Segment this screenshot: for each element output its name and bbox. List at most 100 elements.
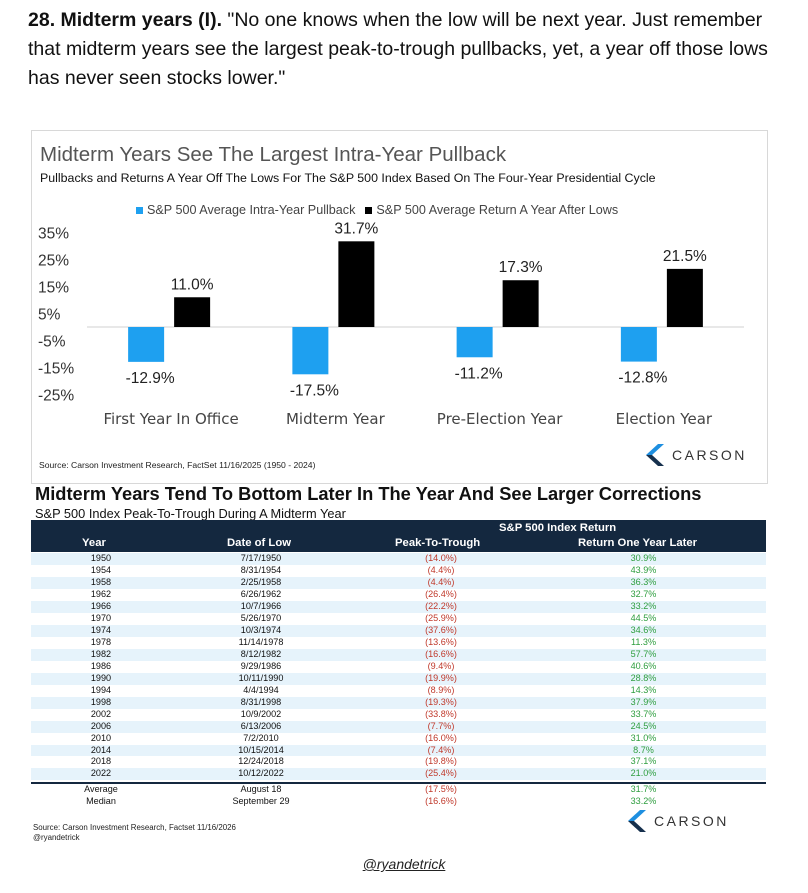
x-category-label: Election Year <box>616 410 713 428</box>
bar-pullback <box>620 327 657 362</box>
cell-year: 1982 <box>90 648 112 659</box>
cell-date-of-low: 7/2/2010 <box>243 732 279 743</box>
data-label-pullback: -12.9% <box>126 370 175 387</box>
table-row: 2022 10/12/2022 (25.4%) 21.0% <box>31 768 766 781</box>
cell-year: 1998 <box>90 696 112 707</box>
cell-peak-to-trough: (16.6%) <box>425 648 457 659</box>
cell-year: 1966 <box>90 600 112 611</box>
table-summary-divider <box>31 782 766 784</box>
cell-peak-to-trough: (9.4%) <box>427 660 455 671</box>
post-text-bold: 28. Midterm years (I). <box>28 9 222 31</box>
cell-peak-to-trough: (25.9%) <box>425 612 457 623</box>
cell-return-one-year-later: 36.3% <box>630 576 657 587</box>
table-row: 1954 8/31/1954 (4.4%) 43.9% <box>31 565 766 577</box>
table-row: 1990 10/11/1990 (19.9%) 28.8% <box>31 672 766 685</box>
cell-year: 2014 <box>90 744 112 755</box>
y-tick-label: -25% <box>38 388 74 405</box>
y-tick-label: -5% <box>38 334 66 351</box>
cell-date-of-low: 10/7/1966 <box>240 600 282 611</box>
cell-return-one-year-later: 37.9% <box>630 696 657 707</box>
cell-peak-to-trough: (19.9%) <box>425 672 457 683</box>
cell-date-of-low: 6/13/2006 <box>240 720 282 731</box>
data-label-pullback: -11.2% <box>455 365 503 382</box>
table-row: 2006 6/13/2006 (7.7%) 24.5% <box>31 720 766 733</box>
cell-date-of-low: 10/3/1974 <box>240 624 282 635</box>
cell-return-one-year-later: 14.3% <box>630 684 657 695</box>
cell-return-one-year-later: 44.5% <box>630 612 657 623</box>
cell-year: 1958 <box>90 576 112 587</box>
post-text-body: "No one knows when the low will be next … <box>28 9 768 89</box>
table-row: 2002 10/9/2002 (33.8%) 33.7% <box>31 709 766 721</box>
cell-return-one-year-later: 11.3% <box>630 636 657 647</box>
table-row: 1962 6/26/1962 (26.4%) 32.7% <box>31 589 766 601</box>
cell-return-one-year-later: 31.0% <box>630 732 657 743</box>
cell-date-of-low: 8/31/1954 <box>240 564 282 575</box>
column-header-year: Year <box>82 537 106 549</box>
cell-year: 2022 <box>90 768 112 779</box>
cell-year: 1962 <box>90 588 112 599</box>
cell-peak-to-trough: (14.0%) <box>425 553 457 563</box>
cell-peak-to-trough: (13.6%) <box>425 636 457 647</box>
table-row: 1982 8/12/1982 (16.6%) 57.7% <box>31 648 766 661</box>
cell-return-one-year-later: 57.7% <box>630 648 657 659</box>
cell-peak-to-trough: (4.4%) <box>427 576 455 587</box>
summary-row: Average August 18 (17.5%) 31.7% <box>31 784 766 796</box>
column-header-date: Date of Low <box>227 537 292 549</box>
cell-peak-to-trough: (37.6%) <box>425 624 457 635</box>
cell-return-one-year-later: 31.7% <box>630 784 657 794</box>
table-source-handle: @ryandetrick <box>33 833 80 842</box>
cell-date-of-low: August 18 <box>240 784 282 794</box>
table-source-line: Source: Carson Investment Research, Fact… <box>33 823 236 832</box>
cell-date-of-low: 6/26/1962 <box>240 588 282 599</box>
cell-peak-to-trough: (16.0%) <box>425 732 457 743</box>
data-label-return: 21.5% <box>663 248 707 265</box>
carson-logo-text: CARSON <box>672 447 747 463</box>
cell-return-one-year-later: 21.0% <box>630 768 657 779</box>
table-row: 1950 7/17/1950 (14.0%) 30.9% <box>31 553 766 565</box>
bar-pullback <box>292 327 329 375</box>
table-row: 2010 7/2/2010 (16.0%) 31.0% <box>31 733 766 745</box>
chart-subtitle: Pullbacks and Returns A Year Off The Low… <box>40 171 656 185</box>
x-category-label: First Year In Office <box>103 410 238 428</box>
table-title: Midterm Years Tend To Bottom Later In Th… <box>35 483 702 504</box>
cell-date-of-low: 10/11/1990 <box>238 672 284 683</box>
cell-year: Median <box>86 795 116 806</box>
bar-pullback <box>128 327 165 362</box>
bar-pullback <box>456 327 493 358</box>
x-category-label: Pre-Election Year <box>437 410 563 428</box>
cell-return-one-year-later: 28.8% <box>630 672 657 683</box>
table-row: 1974 10/3/1974 (37.6%) 34.6% <box>31 624 766 637</box>
cell-year: Average <box>84 784 118 794</box>
carson-logo: CARSON <box>646 444 747 466</box>
cell-return-one-year-later: 30.9% <box>630 553 657 563</box>
column-header-return: Return One Year Later <box>578 537 698 549</box>
table-row: 1970 5/26/1970 (25.9%) 44.5% <box>31 613 766 625</box>
cell-year: 1974 <box>90 624 112 635</box>
bar-chart: 35% 25% 15% 5% -5% -15% -25% -12.9% 11.0% First Y… <box>38 220 744 428</box>
cell-year: 1994 <box>90 684 112 695</box>
cell-year: 2010 <box>90 732 112 743</box>
cell-year: 1990 <box>90 672 112 683</box>
table-body: 1950 7/17/1950 (14.0%) 30.9% 1954 8/31/1954 (4… <box>31 553 766 781</box>
cell-return-one-year-later: 8.7% <box>633 744 654 755</box>
chart-title: Midterm Years See The Largest Intra-Year… <box>40 143 507 166</box>
cell-date-of-low: 7/17/1950 <box>240 553 282 563</box>
data-label-return: 17.3% <box>499 259 543 276</box>
cell-peak-to-trough: (17.5%) <box>425 784 457 794</box>
carson-logo-bottom: CARSON <box>628 810 729 832</box>
table-row: 1966 10/7/1966 (22.2%) 33.2% <box>31 600 766 613</box>
cell-return-one-year-later: 34.6% <box>630 624 657 635</box>
cell-peak-to-trough: (25.4%) <box>425 768 457 779</box>
author-handle-link[interactable]: @ryandetrick <box>362 856 446 872</box>
cell-return-one-year-later: 33.2% <box>630 600 657 611</box>
cell-return-one-year-later: 24.5% <box>630 720 657 731</box>
bar-return <box>174 297 211 327</box>
cell-peak-to-trough: (26.4%) <box>425 588 457 599</box>
post-text: 28. Midterm years (I). "No one knows whe… <box>28 6 788 93</box>
cell-peak-to-trough: (4.4%) <box>427 564 455 575</box>
cell-date-of-low: 8/12/1982 <box>240 648 282 659</box>
cell-return-one-year-later: 33.2% <box>630 795 657 806</box>
chart-source: Source: Carson Investment Research, Fact… <box>39 460 316 470</box>
cell-date-of-low: 11/14/1978 <box>238 636 284 647</box>
y-tick-label: -15% <box>38 361 74 378</box>
